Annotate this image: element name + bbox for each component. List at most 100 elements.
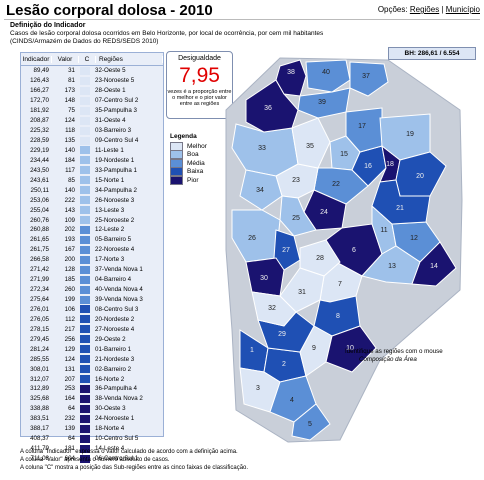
value-cell: 81 [68,77,75,85]
region-cell: 01-Barreiro 1 [95,345,132,353]
table-row[interactable]: 388,17 139 18-Norte 4 [21,424,163,434]
table-row[interactable]: 272,34 260 40-Venda Nova 4 [21,285,163,295]
table-row[interactable]: 411,79 181 14-Leste 4 [21,444,163,454]
table-row[interactable]: 250,11 140 34-Pampulha 2 [21,185,163,195]
indicator-cell: 285,55 [30,355,49,363]
table-row[interactable]: 325,68 164 38-Venda Nova 2 [21,394,163,404]
table-row[interactable]: 260,88 202 12-Leste 2 [21,225,163,235]
map-region-24[interactable] [303,189,347,231]
value-cell: 124 [64,117,75,125]
table-row[interactable]: 181,92 75 35-Pampulha 3 [21,106,163,116]
col-indicator[interactable]: Indicador [21,55,52,63]
table-row[interactable]: 255,04 143 13-Leste 3 [21,205,163,215]
indicator-cell: 229,19 [30,146,49,154]
map-region-40[interactable] [305,59,351,93]
table-row[interactable]: 126,43 81 23-Noroeste 5 [21,76,163,86]
indicator-cell: 383,51 [30,415,49,423]
table-row[interactable]: 278,15 217 27-Noroeste 4 [21,324,163,334]
map-region-27[interactable] [273,229,301,271]
table-row[interactable]: 271,42 128 37-Venda Nova 1 [21,265,163,275]
table-row[interactable]: 383,51 232 24-Noroeste 1 [21,414,163,424]
class-swatch [80,355,90,364]
indicator-cell: 266,58 [30,256,49,264]
table-row[interactable]: 281,24 129 01-Barreiro 1 [21,344,163,354]
class-swatch [80,106,90,115]
table-row[interactable]: 172,70 148 07-Centro Sul 2 [21,96,163,106]
table-row[interactable]: 229,19 140 11-Leste 1 [21,146,163,156]
col-regions[interactable]: Regiões [96,55,163,63]
map-region-32[interactable] [251,291,297,327]
map-region-label: 21 [396,205,404,212]
map-region-5[interactable] [291,403,331,441]
table-row[interactable]: 338,88 64 30-Oeste 3 [21,404,163,414]
table-row[interactable]: 225,32 118 03-Barreiro 3 [21,126,163,136]
class-swatch [80,384,90,393]
indicator-cell: 312,89 [30,385,49,393]
table-row[interactable]: 308,01 131 02-Barreiro 2 [21,364,163,374]
table-row[interactable]: 166,27 173 28-Oeste 1 [21,86,163,96]
map-region-17[interactable] [345,107,383,153]
map-region-label: 33 [258,145,266,152]
region-cell: 25-Noroeste 2 [95,216,135,224]
col-class[interactable]: C [79,55,96,63]
table-row[interactable]: 260,76 109 25-Noroeste 2 [21,215,163,225]
table-row[interactable]: 208,87 124 31-Oeste 4 [21,116,163,126]
region-cell: 34-Pampulha 2 [95,186,137,194]
region-cell: 24-Noroeste 1 [95,415,135,423]
table-row[interactable]: 279,45 256 29-Oeste 2 [21,334,163,344]
table-row[interactable]: 312,07 207 16-Norte 2 [21,374,163,384]
table-row[interactable]: 711,08 604 06-Centro Sul 1 [21,454,163,464]
map-region-28[interactable] [299,239,341,277]
map-region-34[interactable] [239,169,283,211]
regions-link[interactable]: Regiões [409,5,440,14]
map-region-21[interactable] [371,179,431,225]
table-row[interactable]: 276,05 112 20-Nordeste 2 [21,314,163,324]
map-region-14[interactable] [411,241,457,287]
table-row[interactable]: 228,59 135 09-Centro Sul 4 [21,136,163,146]
value-cell: 118 [65,127,75,135]
indicator-cell: 243,50 [30,166,49,174]
table-row[interactable]: 253,06 222 26-Noroeste 3 [21,195,163,205]
table-row[interactable]: 285,55 124 21-Nordeste 3 [21,354,163,364]
map-region-label: 17 [358,123,366,130]
map-note-line2[interactable]: Composição da Área [359,355,417,363]
table-row[interactable]: 243,50 117 33-Pampulha 1 [21,165,163,175]
table-row[interactable]: 276,01 106 08-Centro Sul 3 [21,305,163,315]
class-swatch [80,365,90,374]
legend-swatch [170,175,183,185]
map-region-37[interactable] [349,61,389,97]
region-cell: 07-Centro Sul 2 [95,97,139,105]
class-swatch [80,146,90,155]
municipality-link[interactable]: Município [445,5,480,14]
table-row[interactable]: 408,37 64 10-Centro Sul 5 [21,434,163,444]
table-row[interactable]: 275,64 199 39-Venda Nova 3 [21,295,163,305]
region-cell: 10-Centro Sul 5 [95,435,139,443]
map-region-30[interactable] [245,257,285,297]
table-row[interactable]: 271,99 185 04-Barreiro 4 [21,275,163,285]
col-value[interactable]: Valor [52,55,79,63]
indicator-cell: 711,08 [30,455,49,463]
map-region-4[interactable] [269,375,317,423]
table-row[interactable]: 266,58 200 17-Norte 3 [21,255,163,265]
value-cell: 199 [64,296,75,304]
map-region-10[interactable] [325,325,377,373]
map-region-label: 27 [282,247,290,254]
table-row[interactable]: 243,61 85 15-Norte 1 [21,175,163,185]
definition-text: Casos de lesão corporal dolosa ocorridos… [10,30,324,45]
table-row[interactable]: 234,44 184 19-Nordeste 1 [21,155,163,165]
table-row[interactable]: 89,49 31 32-Oeste 5 [21,66,163,76]
map-region-35[interactable] [291,117,331,169]
inequality-value: 7,95 [179,64,220,87]
table-row[interactable]: 312,89 253 36-Pampulha 4 [21,384,163,394]
region-cell: 32-Oeste 5 [95,67,126,75]
table-row[interactable]: 261,75 167 22-Noroeste 4 [21,245,163,255]
region-cell: 26-Noroeste 3 [95,196,135,204]
map-region-label: 3 [256,385,260,392]
class-swatch [80,235,90,244]
indicator-cell: 208,87 [30,117,49,125]
region-cell: 19-Nordeste 1 [95,156,135,164]
region-cell: 23-Noroeste 5 [95,77,135,85]
indicator-cell: 255,04 [30,206,49,214]
table-row[interactable]: 261,65 193 05-Barreiro 5 [21,235,163,245]
